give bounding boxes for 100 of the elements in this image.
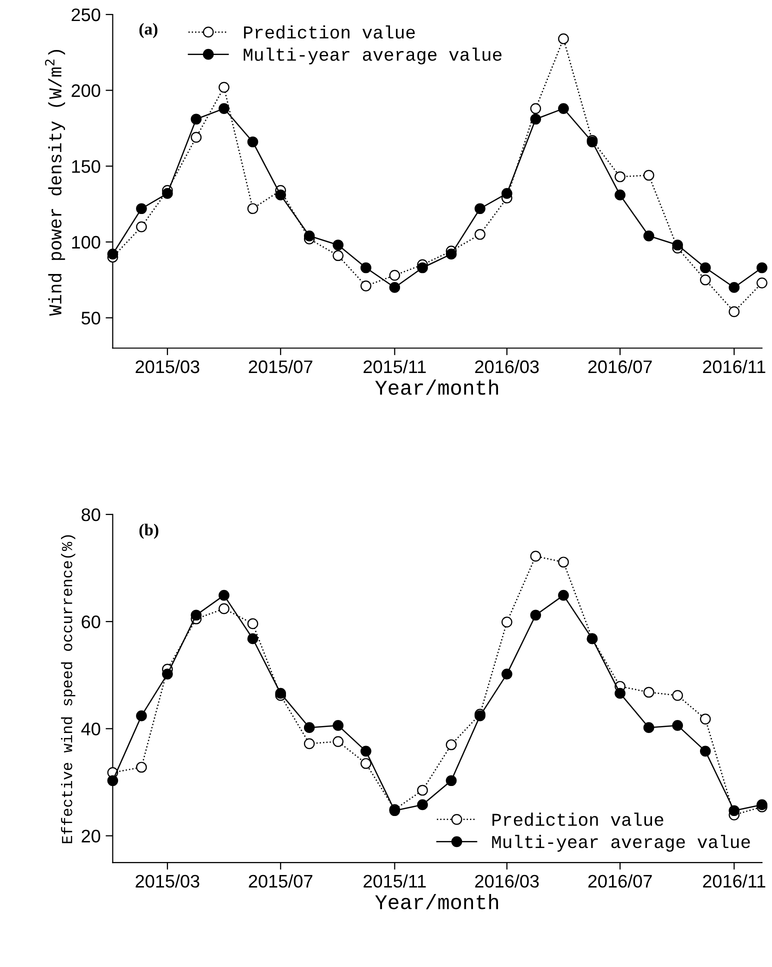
x-tick-label: 2016/07 (588, 360, 652, 374)
point (728, 306, 740, 318)
point (389, 282, 400, 293)
point (728, 805, 740, 816)
point (136, 762, 147, 773)
point (162, 188, 173, 199)
point (162, 668, 173, 680)
y-tick-label: 50 (82, 312, 100, 325)
point (446, 739, 457, 750)
point (332, 240, 344, 250)
point (558, 33, 569, 44)
point (304, 722, 315, 734)
point (304, 230, 315, 242)
y-tick-label: 20 (82, 830, 100, 843)
point (530, 114, 542, 125)
point (360, 280, 372, 292)
x-tick-label: 2015/07 (248, 360, 312, 374)
legend-label: Multi-year average value (244, 48, 502, 64)
point (136, 203, 147, 214)
point (332, 736, 344, 747)
point (474, 228, 486, 240)
point (389, 270, 400, 281)
point (530, 550, 542, 562)
point (728, 282, 740, 293)
point (501, 668, 512, 680)
text: (b) (139, 524, 158, 539)
point (218, 103, 230, 114)
chart-title: (a) (139, 22, 158, 38)
y-axis-title: Wind power density (W/m$^{2}$) (45, 50, 66, 316)
point (304, 738, 315, 750)
point (643, 170, 654, 181)
point (756, 262, 768, 274)
point (446, 248, 457, 260)
point (190, 132, 202, 143)
point (332, 720, 344, 731)
x-tick-label: 2016/11 (703, 360, 766, 374)
x-tick-label: 2015/03 (136, 360, 200, 374)
point (614, 688, 626, 699)
point (360, 758, 372, 769)
point (672, 720, 683, 731)
point (474, 203, 486, 214)
point (700, 262, 711, 274)
point (107, 775, 118, 786)
point (218, 603, 230, 614)
point (417, 799, 428, 810)
point (360, 746, 372, 757)
point (332, 250, 344, 262)
y-tick-label: 60 (82, 615, 100, 628)
point (672, 240, 683, 250)
y-tick-label: 150 (72, 160, 100, 173)
point (558, 556, 569, 568)
x-tick-label: 2016/03 (475, 360, 539, 374)
point (247, 136, 258, 148)
point (672, 690, 683, 701)
x-tick-label: 2016/07 (588, 874, 652, 888)
x-tick-label: 2015/11 (364, 874, 426, 888)
point (218, 82, 230, 93)
legend-label: Prediction value (244, 25, 415, 39)
point (417, 262, 428, 274)
point (107, 248, 118, 260)
point (700, 746, 711, 757)
point (275, 688, 286, 699)
point (558, 103, 569, 114)
y-axis-title: Effective wind speed occurrence(%) (61, 535, 76, 844)
point (247, 618, 258, 630)
point (700, 714, 711, 724)
legend-label: Multi-year average value (492, 834, 750, 852)
point (275, 190, 286, 200)
x-tick-label: 2015/11 (364, 360, 426, 374)
y-tick-label: 80 (82, 508, 100, 522)
point (530, 103, 542, 114)
y-tick-label: 40 (81, 722, 100, 736)
point (190, 114, 202, 125)
point (501, 188, 512, 199)
y-tick-label: 200 (72, 84, 100, 98)
point (501, 616, 512, 628)
point (756, 278, 768, 288)
point (643, 722, 654, 734)
point (247, 203, 258, 214)
point (218, 590, 230, 601)
point (190, 610, 202, 621)
point (614, 171, 626, 182)
point (614, 190, 626, 200)
point (558, 590, 569, 601)
point (643, 230, 654, 242)
point (643, 686, 654, 698)
x-axis-title: Year/month (375, 894, 498, 910)
x-axis-title: Year/month (375, 380, 498, 395)
point (700, 274, 711, 286)
point (446, 775, 457, 786)
point (247, 633, 258, 644)
x-tick-label: 2015/03 (136, 874, 200, 888)
point (136, 710, 147, 722)
point (530, 610, 542, 621)
point (417, 784, 428, 796)
x-tick-label: 2015/07 (248, 874, 312, 888)
x-tick-label: 2016/03 (475, 874, 539, 888)
y-tick-label: 250 (72, 8, 100, 22)
y-tick-label: 100 (72, 236, 100, 249)
point (136, 221, 147, 232)
